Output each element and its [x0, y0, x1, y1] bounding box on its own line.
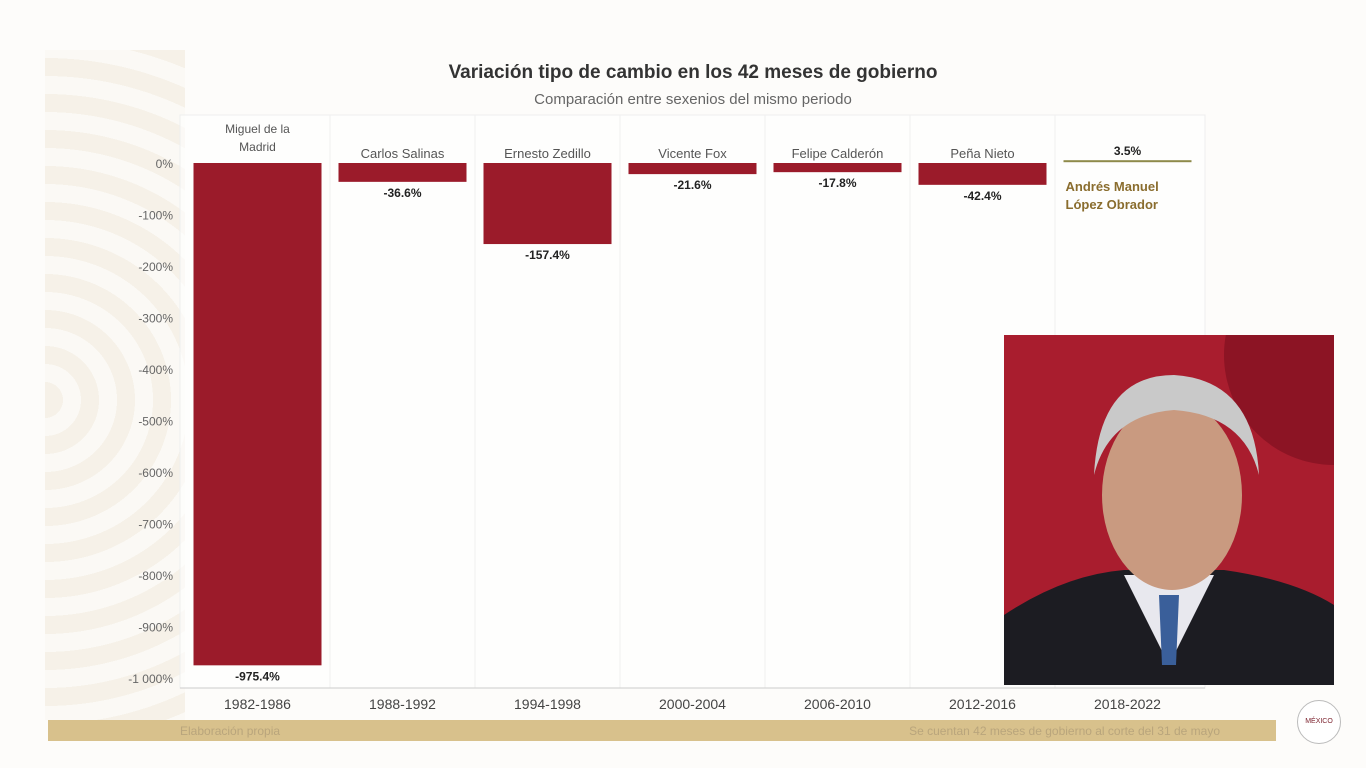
- data-label: -17.8%: [818, 176, 856, 190]
- x-tick-label: 2006-2010: [804, 696, 871, 712]
- y-tick-label: 0%: [156, 157, 174, 171]
- footer-bar: Elaboración propia Se cuentan 42 meses d…: [48, 720, 1276, 741]
- y-tick-label: -500%: [138, 415, 173, 429]
- data-label: -42.4%: [963, 189, 1001, 203]
- bar: [773, 163, 902, 173]
- president-label: Ernesto Zedillo: [504, 146, 591, 161]
- president-label: López Obrador: [1066, 197, 1158, 212]
- y-tick-label: -100%: [138, 209, 173, 223]
- bar: [338, 163, 467, 182]
- presenter-video: [1004, 335, 1334, 685]
- footer-note: Se cuentan 42 meses de gobierno al corte…: [909, 724, 1220, 738]
- y-tick-label: -700%: [138, 518, 173, 532]
- x-tick-label: 2012-2016: [949, 696, 1016, 712]
- x-tick-label: 2000-2004: [659, 696, 726, 712]
- y-tick-label: -300%: [138, 312, 173, 326]
- data-label: -975.4%: [235, 669, 280, 683]
- president-label: Miguel de la: [225, 122, 290, 136]
- presenter-figure: [1004, 335, 1334, 685]
- x-tick-label: 1982-1986: [224, 696, 291, 712]
- x-tick-label: 2018-2022: [1094, 696, 1161, 712]
- data-label: -157.4%: [525, 248, 570, 262]
- y-tick-label: -1 000%: [128, 672, 173, 686]
- chart-subtitle: Comparación entre sexenios del mismo per…: [534, 91, 852, 108]
- president-label: Madrid: [239, 140, 276, 154]
- bar: [628, 163, 757, 175]
- bar: [483, 163, 612, 245]
- x-tick-label: 1994-1998: [514, 696, 581, 712]
- president-label: Vicente Fox: [658, 146, 727, 161]
- y-tick-label: -400%: [138, 363, 173, 377]
- bar: [918, 163, 1047, 185]
- bar: [1063, 160, 1192, 163]
- data-label: -21.6%: [673, 178, 711, 192]
- president-label: Peña Nieto: [950, 146, 1014, 161]
- president-label: Carlos Salinas: [361, 146, 445, 161]
- y-tick-label: -200%: [138, 260, 173, 274]
- chart-title: Variación tipo de cambio en los 42 meses…: [448, 62, 938, 83]
- x-tick-label: 1988-1992: [369, 696, 436, 712]
- gobierno-mexico-logo: MÉXICO: [1297, 700, 1341, 744]
- y-tick-label: -800%: [138, 569, 173, 583]
- y-tick-label: -900%: [138, 621, 173, 635]
- president-label: Felipe Calderón: [792, 146, 884, 161]
- data-label: 3.5%: [1114, 144, 1142, 158]
- footer-source: Elaboración propia: [180, 724, 281, 738]
- data-label: -36.6%: [383, 186, 421, 200]
- bar: [193, 163, 322, 666]
- y-tick-label: -600%: [138, 466, 173, 480]
- president-label: Andrés Manuel: [1066, 179, 1159, 194]
- background-pattern: [45, 50, 185, 720]
